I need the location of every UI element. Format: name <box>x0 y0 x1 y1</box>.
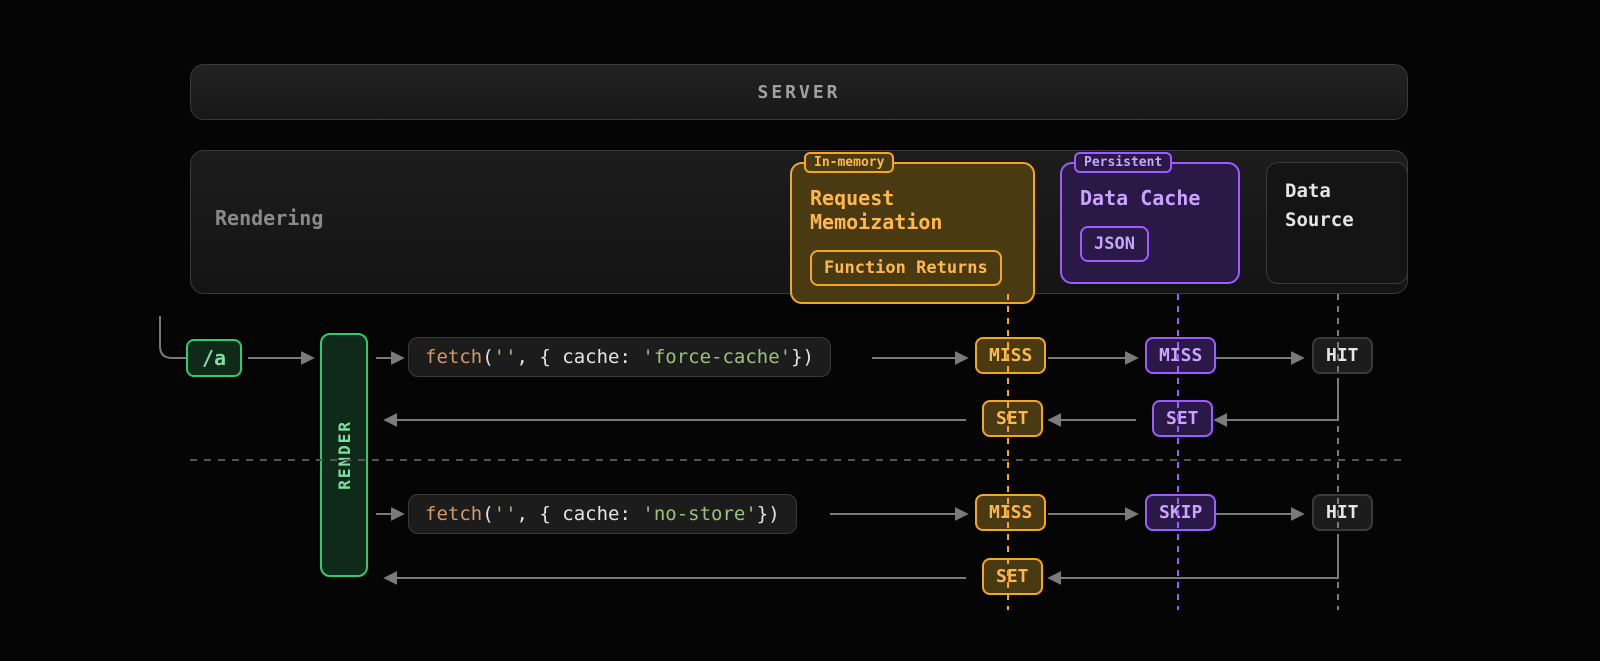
cache-sub: JSON <box>1080 226 1149 262</box>
data-source-box: Data Source <box>1266 162 1408 284</box>
badge-hit: HIT <box>1312 337 1373 374</box>
route-label: /a <box>202 346 226 370</box>
server-banner: SERVER <box>190 64 1408 120</box>
fetch-call-1: fetch('', { cache: 'force-cache'}) <box>408 337 831 377</box>
fetch-call-2: fetch('', { cache: 'no-store'}) <box>408 494 797 534</box>
ds-line2: Source <box>1285 206 1389 235</box>
render-label: RENDER <box>335 420 354 490</box>
render-box: RENDER <box>320 333 368 577</box>
server-label: SERVER <box>757 82 840 103</box>
badge-hit: HIT <box>1312 494 1373 531</box>
ds-line1: Data <box>1285 177 1389 206</box>
memo-sub: Function Returns <box>810 250 1002 286</box>
data-cache-box: Persistent Data Cache JSON <box>1060 162 1240 284</box>
memo-tag: In-memory <box>804 152 894 173</box>
badge-miss: MISS <box>1145 337 1216 374</box>
badge-miss: MISS <box>975 337 1046 374</box>
rendering-label: Rendering <box>215 206 323 230</box>
badge-set: SET <box>982 400 1043 437</box>
badge-skip: SKIP <box>1145 494 1216 531</box>
badge-miss: MISS <box>975 494 1046 531</box>
route-pill: /a <box>186 339 242 377</box>
badge-set: SET <box>1152 400 1213 437</box>
cache-tag: Persistent <box>1074 152 1172 173</box>
memo-title: Request Memoization <box>810 186 1015 234</box>
cache-title: Data Cache <box>1080 186 1220 210</box>
badge-set: SET <box>982 558 1043 595</box>
request-memoization-box: In-memory Request Memoization Function R… <box>790 162 1035 304</box>
